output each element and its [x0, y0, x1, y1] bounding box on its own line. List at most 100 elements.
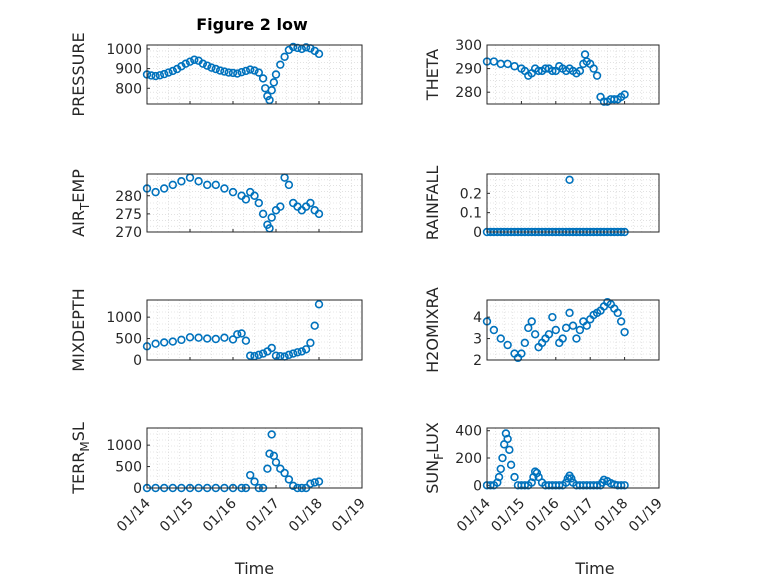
- x-tick-label: 01/15: [488, 496, 528, 536]
- data-point: [246, 470, 255, 480]
- data-point: [534, 66, 543, 76]
- data-point: [164, 68, 173, 77]
- data-point: [314, 300, 324, 309]
- data-point: [265, 449, 274, 458]
- x-tick-label: 01/19: [329, 496, 369, 536]
- data-point: [589, 64, 598, 73]
- data-point: [280, 52, 289, 61]
- y-axis-label: AIRTEMP: [69, 169, 92, 237]
- data-point: [306, 198, 315, 208]
- data-point: [489, 57, 499, 66]
- x-tick-label: 01/14: [454, 495, 494, 535]
- y-tick-label: 270: [115, 225, 142, 241]
- y-axis-label: TERRMSL: [69, 422, 92, 495]
- y-tick-label: 0.1: [460, 206, 482, 222]
- data-point: [565, 308, 574, 318]
- x-tick-label: 01/17: [557, 496, 597, 536]
- figure-title: Figure 2 low: [196, 15, 308, 34]
- x-tick-label: 01/18: [592, 496, 632, 536]
- data-point: [203, 61, 212, 70]
- data-point: [211, 64, 221, 74]
- y-tick-label: 300: [455, 38, 482, 54]
- data-point: [220, 184, 229, 193]
- data-point: [168, 180, 178, 190]
- y-tick-label: 0.2: [460, 186, 482, 202]
- y-tick-label: 2: [473, 353, 482, 369]
- data-point: [314, 49, 324, 59]
- data-point: [610, 95, 619, 104]
- x-tick-label: 01/16: [200, 495, 240, 535]
- x-tick-label: 01/19: [626, 496, 666, 536]
- data-point: [246, 351, 255, 360]
- x-axis-label: Time: [234, 559, 274, 578]
- data-point: [190, 55, 199, 64]
- subplot-1: 800 900 1000 PRESSURE: [69, 32, 363, 117]
- data-point: [620, 327, 629, 337]
- y-axis-label: PRESSURE: [69, 32, 88, 116]
- data-point: [493, 478, 502, 487]
- data-point: [233, 330, 242, 339]
- y-tick-label: 290: [455, 62, 482, 78]
- y-tick-label: 0: [133, 481, 142, 497]
- data-point: [548, 66, 557, 76]
- data-point: [271, 458, 281, 467]
- y-tick-label: 3: [473, 332, 482, 348]
- data-point: [271, 351, 281, 360]
- data-point: [572, 334, 581, 343]
- data-point: [254, 68, 263, 77]
- data-point: [293, 348, 302, 357]
- data-point: [220, 333, 229, 342]
- data-point: [592, 71, 602, 80]
- axes-box: [486, 299, 660, 361]
- y-tick-label: 0: [473, 478, 482, 494]
- data-point: [155, 71, 165, 80]
- data-point: [301, 345, 311, 354]
- data-point: [575, 66, 585, 76]
- data-point: [527, 317, 536, 326]
- y-tick-label: 1000: [106, 438, 142, 454]
- x-axis-label: Time: [574, 559, 614, 578]
- data-point: [616, 481, 626, 490]
- data-point: [284, 180, 294, 190]
- data-point: [237, 67, 246, 77]
- data-point: [297, 44, 306, 54]
- subplot-4: 0 0.1 0.2 RAINFALL: [423, 166, 660, 241]
- plot-area: [147, 174, 362, 232]
- data-point: [246, 65, 255, 74]
- data-point: [314, 209, 324, 219]
- data-point: [147, 71, 156, 80]
- data-point: [194, 333, 203, 342]
- data-point: [215, 66, 225, 75]
- data-point: [250, 66, 259, 75]
- data-point: [489, 325, 499, 335]
- data-point: [620, 90, 629, 99]
- data-point: [160, 338, 169, 347]
- data-point: [168, 66, 178, 76]
- data-point: [505, 445, 514, 455]
- data-point: [185, 57, 195, 66]
- y-tick-label: 500: [115, 332, 142, 348]
- data-point: [168, 337, 178, 346]
- data-point: [224, 68, 233, 77]
- data-point: [203, 180, 212, 190]
- data-point: [284, 475, 294, 484]
- data-point: [228, 335, 238, 344]
- data-point: [258, 74, 268, 83]
- data-point: [524, 323, 533, 333]
- x-tick-label: 01/16: [523, 495, 563, 535]
- data-point: [613, 308, 622, 318]
- data-point: [151, 71, 160, 81]
- data-point: [496, 334, 505, 343]
- data-point: [532, 468, 542, 478]
- data-point: [616, 317, 626, 326]
- data-point: [575, 325, 585, 335]
- data-point: [555, 481, 564, 490]
- data-point: [503, 59, 512, 69]
- data-point: [506, 460, 516, 470]
- data-point: [310, 321, 319, 330]
- data-point: [220, 67, 229, 76]
- data-point: [160, 184, 169, 193]
